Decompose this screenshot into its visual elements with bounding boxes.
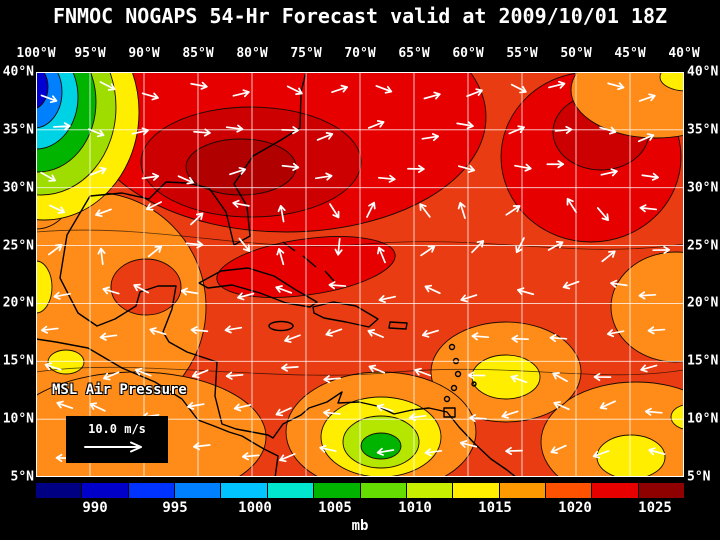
colorbar-segment xyxy=(591,483,638,498)
colorbar-tick: 990 xyxy=(82,500,108,516)
lat-label: 30°N xyxy=(687,180,719,196)
lat-label: 20°N xyxy=(687,295,719,311)
lon-label: 90°W xyxy=(128,46,160,61)
lon-label: 45°W xyxy=(614,46,646,61)
colorbar-segment xyxy=(174,483,221,498)
wind-reference-arrow xyxy=(84,441,142,453)
colorbar-segment xyxy=(637,483,685,498)
colorbar-tick: 1010 xyxy=(398,500,432,516)
lon-label: 70°W xyxy=(344,46,376,61)
lat-label: 10°N xyxy=(687,411,719,427)
wind-speed-legend: 10.0 m/s xyxy=(66,416,168,463)
lat-label: 5°N xyxy=(10,469,34,485)
lon-label: 100°W xyxy=(16,46,56,61)
lat-label: 30°N xyxy=(2,180,34,196)
colorbar-segment xyxy=(36,483,82,498)
colorbar-segment xyxy=(220,483,267,498)
lon-label: 55°W xyxy=(506,46,538,61)
lon-label: 75°W xyxy=(290,46,322,61)
lon-label: 85°W xyxy=(182,46,214,61)
lat-label: 15°N xyxy=(687,353,719,369)
colorbar-tick: 1005 xyxy=(318,500,352,516)
field-label: MSL Air Pressure xyxy=(52,382,187,398)
lat-label: 35°N xyxy=(2,122,34,138)
lat-label: 10°N xyxy=(2,411,34,427)
wind-speed-value: 10.0 m/s xyxy=(88,422,146,436)
lon-label: 95°W xyxy=(74,46,106,61)
pressure-map: MSL Air Pressure 10.0 m/s xyxy=(36,72,684,477)
lat-label: 25°N xyxy=(2,238,34,254)
lon-label: 40°W xyxy=(668,46,700,61)
lat-label: 40°N xyxy=(2,64,34,80)
colorbar-tick-labels: 990 995 1000 1005 1010 1015 1020 1025 xyxy=(0,500,720,516)
colorbar-segment xyxy=(266,483,314,498)
page-title: FNMOC NOGAPS 54-Hr Forecast valid at 200… xyxy=(52,4,668,28)
colorbar-segment xyxy=(544,483,592,498)
lon-label: 65°W xyxy=(398,46,430,61)
colorbar xyxy=(36,483,685,498)
colorbar-segment xyxy=(452,483,499,498)
colorbar-segment xyxy=(127,483,175,498)
colorbar-segment xyxy=(405,483,453,498)
map-frame xyxy=(36,72,684,477)
lon-label: 50°W xyxy=(560,46,592,61)
colorbar-tick: 1015 xyxy=(478,500,512,516)
colorbar-segment xyxy=(313,483,360,498)
lat-label: 5°N xyxy=(687,469,711,485)
colorbar-segment xyxy=(498,483,545,498)
lon-label: 60°W xyxy=(452,46,484,61)
colorbar-tick: 1000 xyxy=(238,500,272,516)
lat-label: 25°N xyxy=(687,238,719,254)
lat-label: 20°N xyxy=(2,295,34,311)
grid-lines xyxy=(36,72,684,477)
colorbar-unit: mb xyxy=(351,518,369,534)
lon-label: 80°W xyxy=(236,46,268,61)
lat-label: 40°N xyxy=(687,64,719,80)
colorbar-segment xyxy=(81,483,128,498)
lat-label: 15°N xyxy=(2,353,34,369)
colorbar-tick: 995 xyxy=(162,500,188,516)
lat-label: 35°N xyxy=(687,122,719,138)
pressure-field-svg xyxy=(36,72,684,477)
colorbar-tick: 1020 xyxy=(558,500,592,516)
colorbar-tick: 1025 xyxy=(638,500,672,516)
colorbar-segment xyxy=(359,483,406,498)
